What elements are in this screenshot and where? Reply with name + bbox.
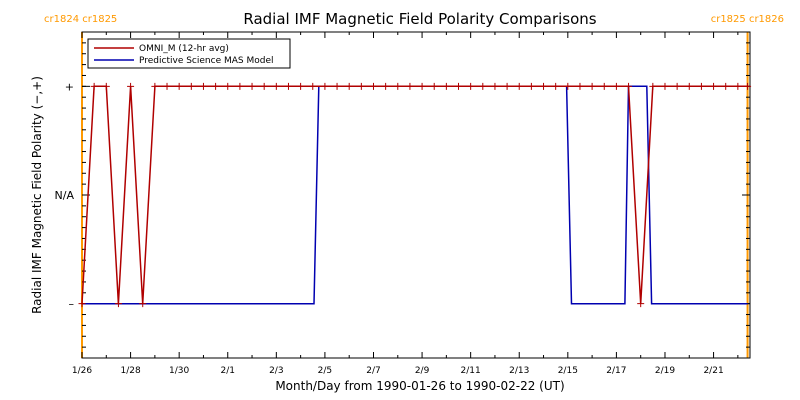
chart-title: Radial IMF Magnetic Field Polarity Compa… [243,10,596,28]
omni-point [187,82,195,90]
legend-box [87,38,291,69]
omni-point [260,82,268,90]
x-tick-label-3: 2/1 [221,366,235,376]
omni-point [102,82,110,90]
omni-point [284,82,292,90]
omni-point [309,82,317,90]
legend: OMNI_M (12-hr avg) Predictive Science MA… [87,38,291,69]
omni-point [382,82,390,90]
omni-point [199,82,207,90]
omni-point [722,82,730,90]
x-tick-label-13: 2/21 [703,366,723,376]
omni-point [369,82,377,90]
omni-point [744,82,752,90]
omni-point [163,82,171,90]
omni-point [491,82,499,90]
omni-point [333,82,341,90]
omni-point [685,82,693,90]
x-tick-label-12: 2/19 [655,366,675,376]
omni-point [127,82,135,90]
y-tick-label-0: + [65,80,74,93]
omni-point [90,82,98,90]
omni-point [224,82,232,90]
omni-point [515,82,523,90]
omni-point [418,82,426,90]
y-tick-label-2: – [69,298,75,311]
omni-point [114,300,122,308]
omni-point [625,82,633,90]
omni-point [710,82,718,90]
omni-point [394,82,402,90]
omni-point [297,82,305,90]
omni-point [236,82,244,90]
omni-point [212,82,220,90]
x-tick-label-2: 1/30 [169,366,189,376]
x-tick-label-0: 1/26 [72,366,92,376]
x-tick-label-8: 2/11 [461,366,481,376]
x-tick-label-5: 2/5 [318,366,332,376]
x-tick-label-7: 2/9 [415,366,430,376]
omni-point [467,82,475,90]
omni-point [78,300,86,308]
omni-point [503,82,511,90]
omni-point [139,300,147,308]
x-tick-label-11: 2/17 [606,366,626,376]
omni-point [345,82,353,90]
omni-point [442,82,450,90]
omni-point [600,82,608,90]
axis-ticks: 1/26 1/28 1/30 2/1 2/3 2/5 2/7 2/9 2/11 2/13 2/15 2… [55,31,750,376]
omni-point [479,82,487,90]
omni-point [552,82,560,90]
right-rotation-label: cr1825 cr1826 [711,14,784,25]
left-rotation-label: cr1824 cr1825 [44,14,117,25]
omni-point [612,82,620,90]
omni-point [272,82,280,90]
omni-point [649,82,657,90]
x-tick-label-10: 2/15 [558,366,578,376]
omni-point [734,82,742,90]
x-tick-label-4: 2/3 [269,366,283,376]
omni-point [661,82,669,90]
omni-point [430,82,438,90]
omni-point [564,82,572,90]
omni-point [175,82,183,90]
omni-point [576,82,584,90]
omni-point [406,82,414,90]
omni-point [248,82,256,90]
omni-point [321,82,329,90]
legend-label-omni: OMNI_M (12-hr avg) [139,44,229,54]
series-line-1 [82,85,748,305]
omni-point [455,82,463,90]
x-tick-label-6: 2/7 [366,366,380,376]
omni-point [588,82,596,90]
legend-label-mas: Predictive Science MAS Model [139,56,274,66]
omni-point [673,82,681,90]
x-axis-label: Month/Day from 1990-01-26 to 1990-02-22 … [275,379,564,393]
omni-point [527,82,535,90]
omni-series [78,82,752,308]
omni-point [637,300,645,308]
omni-point [540,82,548,90]
x-tick-label-9: 2/13 [509,366,529,376]
x-tick-label-1: 1/28 [120,366,140,376]
mas-model-series [82,85,748,305]
omni-point [151,82,159,90]
y-tick-label-1: N/A [55,189,75,202]
rotation-marker-lines [81,32,749,358]
omni-point [357,82,365,90]
omni-point [697,82,705,90]
y-axis-label: Radial IMF Magnetic Field Polarity (−,+) [30,76,44,314]
